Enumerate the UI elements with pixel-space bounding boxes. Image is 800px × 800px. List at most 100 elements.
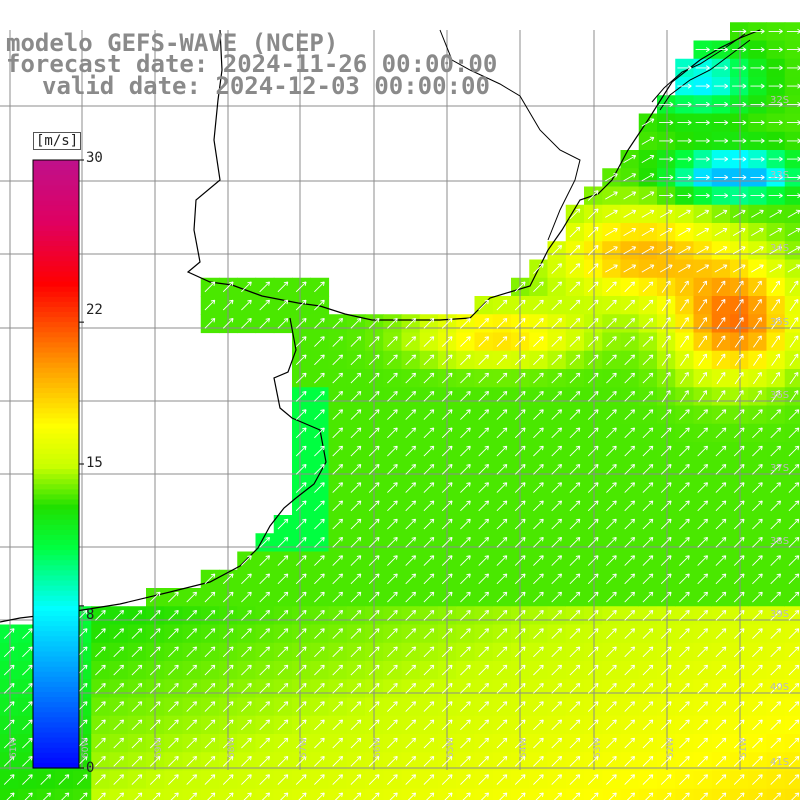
- wind-arrow: [478, 354, 490, 366]
- wind-arrow: [750, 65, 765, 71]
- wind-speed-cell: [456, 569, 476, 589]
- wind-arrow: [752, 518, 763, 530]
- colorbar-segment: [33, 230, 79, 237]
- wind-arrow: [660, 682, 672, 694]
- wind-arrow: [295, 682, 307, 694]
- wind-arrow: [715, 774, 727, 785]
- colorbar-segment: [33, 676, 79, 683]
- wind-arrow: [204, 591, 216, 603]
- grid-labels: 61W 60W 59W 58W 57W 56W 55W 54W 53W 52W 51W32S33S3…: [9, 95, 789, 768]
- latitude-label: 41S: [770, 757, 789, 768]
- wind-arrow: [569, 299, 581, 311]
- wind-arrow: [752, 445, 763, 457]
- wind-arrow: [496, 390, 508, 402]
- wind-arrow: [641, 191, 655, 200]
- wind-arrow: [350, 737, 362, 749]
- wind-arrow: [569, 390, 581, 402]
- wind-speed-cell: [91, 715, 111, 735]
- wind-arrow: [295, 445, 307, 457]
- wind-arrow: [387, 682, 398, 694]
- wind-arrow: [587, 609, 599, 621]
- wind-arrow: [241, 646, 252, 658]
- wind-arrow: [533, 354, 544, 366]
- wind-arrow: [771, 353, 781, 366]
- wind-arrow: [387, 628, 398, 639]
- wind-arrow: [496, 500, 508, 512]
- wind-arrow: [441, 573, 453, 585]
- colorbar-segment: [33, 757, 79, 764]
- wind-arrow: [587, 536, 599, 548]
- wind-arrow: [587, 755, 599, 767]
- wind-arrow: [715, 482, 727, 493]
- wind-arrow: [587, 263, 599, 274]
- wind-arrow: [698, 280, 708, 293]
- wind-speed-cell: [456, 496, 476, 516]
- wind-arrow: [551, 372, 563, 384]
- wind-speed-cell: [200, 569, 220, 589]
- wind-arrow: [533, 755, 544, 767]
- wind-arrow: [713, 83, 729, 89]
- wind-speed-cell: [784, 296, 800, 315]
- wind-arrow: [606, 573, 617, 585]
- colorbar-segment: [33, 388, 79, 394]
- wind-speed-cell: [565, 277, 585, 297]
- wind-arrow: [441, 317, 453, 329]
- wind-arrow: [314, 317, 325, 329]
- wind-arrow: [551, 427, 563, 439]
- wind-arrow: [606, 317, 617, 329]
- wind-arrow: [642, 755, 654, 767]
- wind-arrow: [350, 482, 362, 493]
- wind-arrow: [551, 682, 563, 694]
- wind-arrow: [697, 536, 709, 548]
- wind-arrow: [641, 118, 655, 127]
- wind-arrow: [405, 427, 417, 439]
- wind-arrow: [569, 409, 581, 420]
- wind-arrow: [715, 609, 727, 621]
- wind-speed-cell: [383, 423, 403, 443]
- wind-arrow: [460, 682, 471, 694]
- wind-arrow: [624, 354, 636, 366]
- wind-arrow: [681, 792, 690, 800]
- wind-arrow: [405, 609, 417, 621]
- wind-arrow: [204, 317, 216, 329]
- wind-arrow: [569, 573, 581, 585]
- colorbar-segment: [33, 362, 79, 369]
- wind-speed-cell: [784, 442, 800, 461]
- wind-arrow: [713, 47, 729, 53]
- wind-arrow: [295, 390, 307, 402]
- wind-speed-cell: [784, 788, 800, 800]
- colorbar-segment: [33, 413, 79, 419]
- wind-speed-cell: [602, 606, 622, 626]
- wind-arrow: [259, 719, 271, 731]
- wind-arrow: [460, 445, 471, 457]
- wind-arrow: [350, 390, 362, 402]
- wind-arrow: [736, 792, 745, 800]
- colorbar-tick-label: 22: [86, 302, 103, 318]
- wind-arrow: [517, 792, 526, 800]
- wind-arrow: [533, 609, 544, 621]
- wind-arrow: [332, 463, 344, 475]
- colorbar-segment: [33, 286, 79, 293]
- wind-speed-cell: [602, 460, 622, 480]
- wind-arrow: [569, 445, 581, 457]
- wind-arrow: [715, 646, 727, 658]
- wind-speed-cell: [711, 642, 731, 662]
- wind-arrow: [97, 792, 106, 800]
- wind-arrow: [789, 298, 799, 312]
- wind-arrow: [733, 482, 745, 493]
- wind-arrow: [715, 445, 727, 457]
- wind-arrow: [277, 573, 289, 585]
- wind-arrow: [353, 792, 362, 800]
- wind-speed-cell: [529, 569, 549, 589]
- wind-arrow: [660, 482, 672, 493]
- colorbar-segment: [33, 555, 79, 561]
- wind-speed-cell: [456, 533, 476, 553]
- wind-arrow: [624, 701, 636, 712]
- wind-arrow: [387, 463, 398, 475]
- wind-speed-cell: [602, 350, 622, 370]
- wind-arrow: [514, 646, 526, 658]
- wind-speed-cell: [529, 496, 549, 516]
- wind-arrow: [407, 792, 417, 800]
- wind-speed-cell: [237, 715, 257, 735]
- wind-arrow: [533, 463, 544, 475]
